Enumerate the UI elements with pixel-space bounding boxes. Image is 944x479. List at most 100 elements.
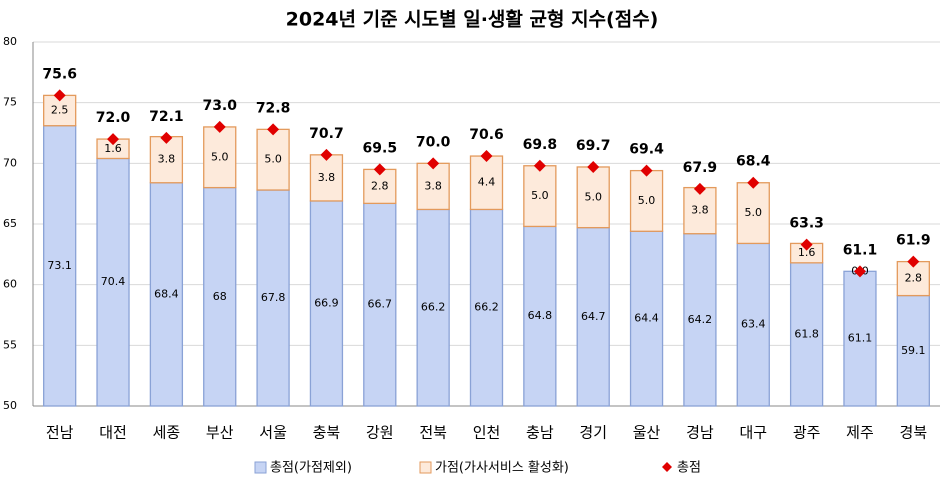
x-tick-label: 울산 bbox=[633, 424, 661, 442]
x-tick-label: 전북 bbox=[419, 424, 447, 442]
y-tick-label: 50 bbox=[3, 399, 17, 412]
bar-segment bbox=[149, 182, 184, 407]
data-label: 66.2 bbox=[474, 301, 499, 314]
x-tick-label: 제주 bbox=[846, 424, 874, 442]
bar-segment bbox=[469, 208, 504, 407]
marker bbox=[107, 133, 120, 146]
legend-swatch bbox=[662, 462, 672, 472]
bar-segment bbox=[256, 189, 290, 407]
y-tick-label: 80 bbox=[3, 35, 17, 48]
data-label: 70.7 bbox=[309, 126, 344, 142]
x-tick-label: 서울 bbox=[259, 424, 287, 442]
bar-segment bbox=[576, 226, 610, 407]
data-label: 5.0 bbox=[584, 190, 602, 203]
data-label: 66.7 bbox=[368, 298, 393, 311]
data-label: 70.6 bbox=[469, 127, 504, 143]
x-tick-label: 인천 bbox=[473, 424, 501, 442]
legend-label: 총점 bbox=[677, 461, 701, 476]
x-tick-label: 경남 bbox=[686, 424, 714, 442]
bar-segment bbox=[363, 202, 397, 407]
data-label: 3.8 bbox=[318, 171, 336, 184]
data-label: 3.8 bbox=[691, 204, 709, 217]
data-label: 3.8 bbox=[424, 179, 442, 192]
bar-segment bbox=[629, 169, 664, 232]
data-label: 69.4 bbox=[629, 142, 664, 158]
bar-segment bbox=[683, 233, 717, 407]
marker bbox=[480, 150, 493, 163]
data-label: 75.6 bbox=[42, 66, 77, 82]
marker bbox=[747, 176, 760, 189]
data-label: 63.3 bbox=[789, 216, 824, 232]
marker bbox=[373, 163, 386, 176]
data-label: 1.6 bbox=[104, 142, 122, 155]
data-label: 66.2 bbox=[421, 301, 446, 314]
marker bbox=[213, 120, 226, 133]
data-label: 68.4 bbox=[154, 287, 179, 300]
data-label: 2.5 bbox=[51, 104, 69, 117]
data-label: 59.1 bbox=[901, 344, 926, 357]
data-label: 5.0 bbox=[264, 153, 282, 166]
data-label: 61.1 bbox=[843, 242, 878, 258]
marker bbox=[427, 157, 440, 170]
bar-segment bbox=[736, 182, 770, 245]
data-label: 72.8 bbox=[256, 100, 291, 116]
chart-title: 2024년 기준 시도별 일·생활 균형 지수(점수) bbox=[286, 9, 659, 31]
data-label: 70.4 bbox=[101, 275, 126, 288]
x-tick-label: 전남 bbox=[46, 424, 74, 442]
x-tick-label: 충남 bbox=[526, 424, 554, 442]
legend-swatch bbox=[254, 461, 267, 474]
data-label: 72.0 bbox=[96, 110, 131, 126]
data-label: 72.1 bbox=[149, 109, 184, 125]
data-label: 5.0 bbox=[531, 189, 549, 202]
bar-segment bbox=[203, 126, 237, 189]
y-tick-label: 65 bbox=[3, 217, 17, 230]
data-label: 61.1 bbox=[848, 332, 873, 345]
bar-segment bbox=[149, 135, 184, 184]
bar-segment bbox=[256, 128, 290, 191]
data-label: 61.8 bbox=[794, 327, 819, 340]
data-label: 69.5 bbox=[363, 140, 398, 156]
data-label: 2.8 bbox=[371, 179, 389, 192]
y-tick-label: 70 bbox=[3, 156, 17, 169]
marker bbox=[693, 182, 706, 195]
data-label: 66.9 bbox=[314, 296, 339, 309]
bar-segment bbox=[576, 166, 610, 229]
data-label: 68 bbox=[213, 290, 227, 303]
bar-segment bbox=[416, 208, 450, 407]
marker bbox=[907, 255, 920, 268]
marker bbox=[533, 159, 546, 172]
data-label: 4.4 bbox=[478, 176, 496, 189]
data-label: 64.4 bbox=[634, 312, 659, 325]
bar-segment bbox=[523, 225, 557, 407]
y-tick-label: 55 bbox=[3, 338, 17, 351]
bar-segment bbox=[789, 262, 824, 407]
data-label: 1.6 bbox=[798, 246, 816, 259]
data-label: 68.4 bbox=[736, 154, 771, 170]
bar-segment bbox=[203, 186, 237, 407]
data-label: 69.8 bbox=[523, 137, 558, 153]
data-label: 63.4 bbox=[741, 318, 766, 331]
data-label: 64.8 bbox=[528, 309, 553, 322]
data-label: 61.9 bbox=[896, 233, 931, 249]
x-tick-label: 대전 bbox=[99, 424, 127, 442]
marker bbox=[800, 238, 813, 251]
data-label: 67.8 bbox=[261, 291, 286, 304]
bar-segment bbox=[309, 154, 344, 202]
data-label: 70.0 bbox=[416, 134, 451, 150]
legend-label: 가점(가사서비스 활성화) bbox=[435, 461, 569, 476]
bar-segment bbox=[683, 186, 717, 235]
marker bbox=[160, 131, 173, 144]
bar-segment bbox=[629, 230, 664, 407]
data-label: 67.9 bbox=[683, 160, 718, 176]
bar-segment bbox=[469, 155, 504, 211]
legend-label: 총점(가점제외) bbox=[270, 461, 352, 476]
marker bbox=[320, 148, 333, 161]
marker bbox=[640, 164, 653, 177]
bar-segment bbox=[736, 242, 770, 407]
x-tick-label: 강원 bbox=[366, 424, 394, 442]
x-tick-label: 충북 bbox=[313, 424, 341, 442]
data-label: 5.0 bbox=[211, 150, 229, 163]
marker bbox=[853, 265, 866, 278]
